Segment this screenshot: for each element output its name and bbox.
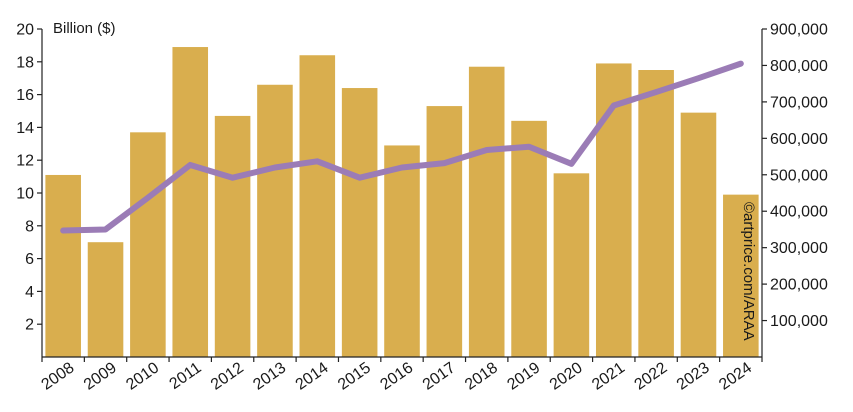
bar-2014 xyxy=(299,55,336,358)
right-axis-ticks: 100,000 200,000 300,000 400,000 500,000 600,0… xyxy=(762,22,828,330)
y-axis-unit-label: Billion ($) xyxy=(53,20,116,37)
left-tick-label: 12 xyxy=(16,153,34,170)
bar-2018 xyxy=(468,66,505,357)
right-tick-label: 800,000 xyxy=(770,58,828,75)
x-tick-label: 2023 xyxy=(674,359,713,393)
left-tick-label: 8 xyxy=(25,218,34,235)
x-tick-label: 2012 xyxy=(208,359,247,393)
x-tick-label: 2009 xyxy=(81,359,120,393)
left-tick-label: 2 xyxy=(25,317,34,334)
left-tick-label: 18 xyxy=(16,54,34,71)
x-tick-label: 2014 xyxy=(293,359,332,393)
left-tick-label: 16 xyxy=(16,87,34,104)
right-tick-label: 900,000 xyxy=(770,22,828,39)
x-tick-label: 2015 xyxy=(335,359,374,393)
bar-2008 xyxy=(45,174,81,357)
bar-2011 xyxy=(172,47,209,357)
line-series-path xyxy=(60,60,744,234)
x-tick-label: 2022 xyxy=(632,359,671,393)
left-tick-label: 20 xyxy=(16,22,34,39)
bar-2016 xyxy=(384,145,420,357)
right-tick-label: 500,000 xyxy=(770,167,828,184)
left-tick-label: 6 xyxy=(25,251,34,268)
bar-2021 xyxy=(595,63,632,357)
x-tick-label: 2011 xyxy=(167,359,205,393)
bar-2010 xyxy=(130,132,166,357)
bar-2020 xyxy=(553,173,590,357)
right-tick-label: 300,000 xyxy=(770,240,828,257)
bar-2017 xyxy=(426,106,463,357)
x-tick-label: 2010 xyxy=(123,359,162,393)
x-tick-label: 2016 xyxy=(377,359,416,393)
right-tick-label: 200,000 xyxy=(770,277,828,294)
right-tick-label: 100,000 xyxy=(770,313,828,330)
x-tick-label: 2008 xyxy=(39,359,78,393)
bar-2012 xyxy=(214,115,251,357)
left-tick-label: 14 xyxy=(16,120,34,137)
x-tick-label: 2017 xyxy=(420,359,459,393)
x-tick-label: 2021 xyxy=(589,359,628,393)
credit-annotation: ©artprice.com/ARAA xyxy=(740,202,757,341)
bar-2015 xyxy=(341,88,378,357)
line-series xyxy=(60,60,744,234)
x-axis-ticks: 2008 2009 2010 2011 2012 2013 2014 2015 2016 2017… xyxy=(39,357,763,394)
bar-2022 xyxy=(638,70,674,357)
bar-2009 xyxy=(87,242,124,357)
x-tick-label: 2013 xyxy=(250,359,289,393)
x-tick-label: 2020 xyxy=(547,359,586,393)
right-tick-label: 700,000 xyxy=(770,94,828,111)
left-axis-ticks: 2 4 6 8 10 12 14 16 18 20 xyxy=(16,22,42,334)
bar-2013 xyxy=(257,84,293,357)
bar-series xyxy=(45,47,759,358)
left-tick-label: 10 xyxy=(16,186,34,203)
x-tick-label: 2019 xyxy=(504,359,543,393)
right-tick-label: 600,000 xyxy=(770,131,828,148)
bar-2019 xyxy=(511,120,547,357)
x-tick-label: 2018 xyxy=(462,359,501,393)
bar-2024 xyxy=(723,194,759,357)
right-tick-label: 400,000 xyxy=(770,204,828,221)
bar-2023 xyxy=(680,112,717,357)
x-tick-label: 2024 xyxy=(716,359,755,393)
left-tick-label: 4 xyxy=(25,284,34,301)
